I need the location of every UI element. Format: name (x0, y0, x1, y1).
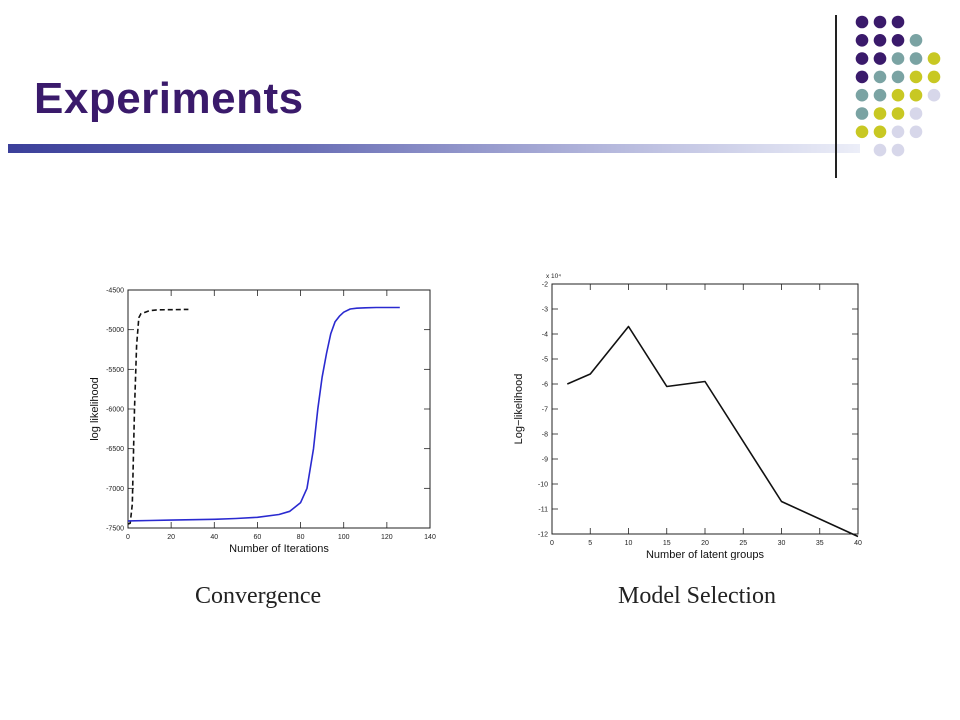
decor-dot (891, 107, 905, 120)
decor-dot (891, 15, 905, 29)
y-axis-label: log likelihood (89, 377, 101, 441)
decor-dot (909, 107, 923, 120)
decor-dot (873, 107, 887, 120)
y-tick-label: -4500 (106, 288, 124, 295)
slide-title: Experiments (34, 74, 304, 123)
x-axis-label: Number of Iterations (229, 543, 329, 555)
decor-dot (855, 107, 869, 120)
x-tick-label: 25 (739, 540, 747, 547)
y-tick-label: -4 (542, 332, 548, 339)
x-tick-label: 30 (778, 540, 786, 547)
decor-dot (873, 52, 887, 65)
y-tick-label: -5 (542, 357, 548, 364)
decor-dot (927, 52, 941, 65)
decor-dot (909, 52, 923, 65)
title-underline (8, 144, 860, 153)
decor-dot (855, 70, 869, 84)
x-tick-label: 35 (816, 540, 824, 547)
y-tick-label: -8 (542, 432, 548, 439)
decor-dot (891, 143, 905, 157)
y-tick-label: -5500 (106, 367, 124, 374)
x-tick-label: 15 (663, 540, 671, 547)
decor-dot (873, 125, 887, 139)
y-tick-label: -2 (542, 282, 548, 289)
model-selection-caption: Model Selection (618, 583, 776, 609)
y-tick-label: -3 (542, 307, 548, 314)
decor-vertical-line (835, 15, 837, 178)
x-tick-label: 10 (625, 540, 633, 547)
decor-dot (891, 88, 905, 102)
x-tick-label: 0 (550, 540, 554, 547)
x-tick-label: 20 (701, 540, 709, 547)
decor-dot (909, 34, 923, 47)
series-line-0 (127, 308, 189, 525)
y-tick-label: -7 (542, 407, 548, 414)
model-selection-chart: 0 5 10 15 20 25 30 35 40 -12 -11 -10 -9 -8 -7 -6 -5 -4 -3 -… (513, 273, 862, 560)
decor-dot (891, 34, 905, 47)
decor-dot (873, 34, 887, 47)
x-tick-label: 60 (254, 534, 262, 541)
decor-dot (927, 70, 941, 84)
decor-dot (855, 52, 869, 65)
decor-dot (909, 125, 923, 139)
y-tick-label: -6000 (106, 407, 124, 414)
decor-dot (909, 88, 923, 102)
convergence-caption: Convergence (195, 583, 322, 609)
decor-dot (873, 70, 887, 84)
x-tick-label: 140 (424, 534, 436, 541)
decor-dot (909, 70, 923, 84)
y-tick-label: -5000 (106, 327, 124, 334)
y-scale-note: x 10⁴ (546, 273, 561, 280)
x-tick-label: 100 (338, 534, 350, 541)
decor-dot (873, 143, 887, 157)
convergence-chart: 0 20 40 60 80 100 120 140 -7500 -7000 -6500 -6000 -5… (89, 288, 436, 556)
decor-dot (855, 34, 869, 47)
decor-dot (855, 88, 869, 102)
decor-dot (891, 125, 905, 139)
x-tick-label: 80 (297, 534, 305, 541)
y-tick-label: -9 (542, 457, 548, 464)
series-line-0 (566, 325, 859, 538)
decor-dot (873, 88, 887, 102)
y-tick-label: -6 (542, 382, 548, 389)
y-axis-label: Log−likelihood (513, 374, 525, 445)
x-tick-label: 0 (126, 534, 130, 541)
y-tick-label: -6500 (106, 446, 124, 453)
y-tick-label: -7500 (106, 526, 124, 533)
y-tick-label: -7000 (106, 486, 124, 493)
plot-frame (551, 283, 859, 535)
x-tick-label: 40 (210, 534, 218, 541)
decor-dot (855, 125, 869, 139)
x-tick-label: 20 (167, 534, 175, 541)
series-line-1 (127, 306, 400, 522)
decor-dot (873, 15, 887, 29)
x-tick-label: 120 (381, 534, 393, 541)
x-tick-label: 5 (588, 540, 592, 547)
y-tick-label: -10 (538, 482, 548, 489)
decor-dot (927, 88, 941, 102)
x-tick-label: 40 (854, 540, 862, 547)
y-tick-label: -12 (538, 532, 548, 539)
decor-dot (891, 70, 905, 84)
y-tick-label: -11 (538, 507, 548, 514)
decor-dot (855, 15, 869, 29)
x-axis-label: Number of latent groups (646, 549, 765, 560)
plot-frame (127, 289, 431, 529)
decor-dot (891, 52, 905, 65)
decorative-dot-grid (855, 15, 941, 157)
